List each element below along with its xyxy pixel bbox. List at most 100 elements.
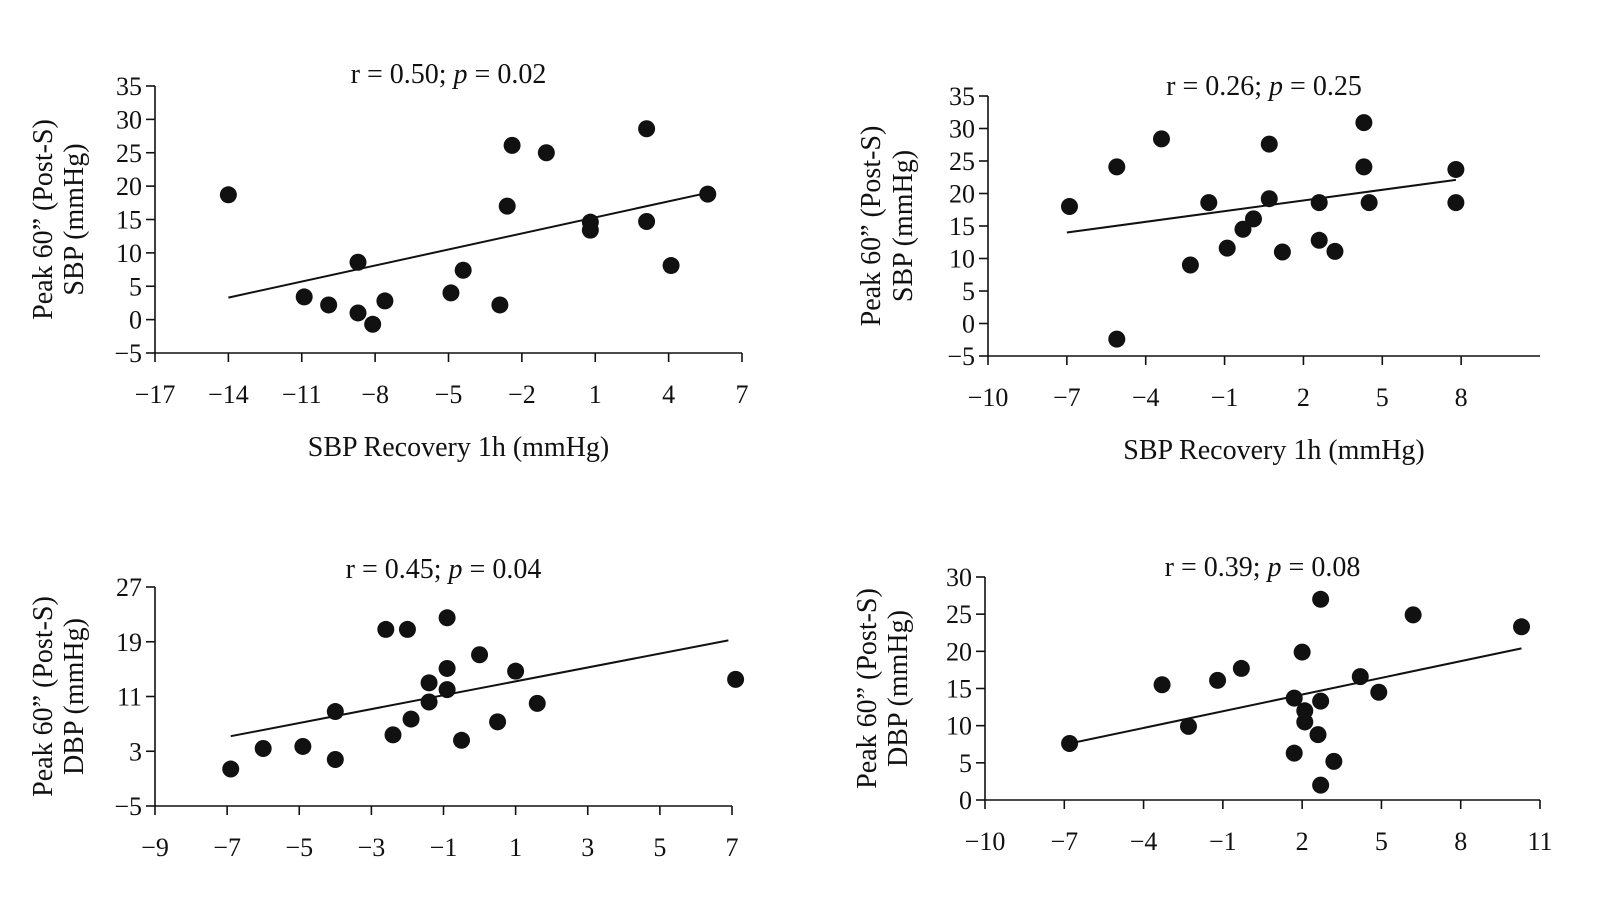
- data-point: [1260, 190, 1278, 208]
- x-tick-label: 2: [1296, 827, 1309, 856]
- data-point: [1152, 130, 1170, 148]
- x-tick-label: −9: [141, 833, 169, 862]
- y-tick-label: 5: [129, 272, 142, 301]
- y-tick-label: 0: [959, 786, 972, 815]
- title-p-label: p: [452, 59, 468, 90]
- title-suffix: = 0.08: [1282, 552, 1361, 583]
- y-axis-label-line2: SBP (mmHg): [59, 143, 90, 295]
- x-tick-label: 7: [736, 380, 749, 409]
- y-tick-label: 30: [949, 115, 975, 144]
- x-tick-label: 5: [1375, 827, 1388, 856]
- title-suffix: = 0.02: [468, 59, 547, 90]
- data-point: [364, 315, 382, 333]
- y-tick-label: 25: [946, 600, 972, 629]
- x-axis-label: SBP Recovery 1h (mmHg): [308, 432, 610, 463]
- y-tick-label: 10: [946, 712, 972, 741]
- data-point: [295, 288, 313, 306]
- y-tick-label: 25: [116, 139, 142, 168]
- data-point: [438, 609, 456, 627]
- y-tick-label: 10: [949, 245, 975, 274]
- data-point: [1218, 239, 1236, 257]
- chart-sbp-left: r = 0.50; p = 0.02 35 30 25 20 15 10 5 0 −5 −17 −14…: [28, 59, 749, 463]
- x-tick-label: −1: [1211, 383, 1239, 412]
- title-p-label: p: [1267, 71, 1283, 102]
- data-point: [420, 674, 438, 692]
- data-point: [727, 670, 745, 688]
- x-tick-label: −5: [285, 833, 313, 862]
- title-prefix: r = 0.39;: [1165, 552, 1268, 583]
- data-point: [254, 740, 272, 758]
- chart-title: r = 0.50; p = 0.02: [351, 59, 547, 90]
- data-point: [1312, 776, 1330, 794]
- data-point: [1355, 114, 1373, 132]
- data-point: [320, 296, 338, 314]
- data-point: [1244, 210, 1262, 228]
- data-point: [326, 703, 344, 721]
- data-point: [1513, 618, 1530, 636]
- title-prefix: r = 0.26;: [1166, 71, 1269, 102]
- chart-title: r = 0.45; p = 0.04: [346, 554, 542, 585]
- data-point: [1312, 590, 1330, 608]
- x-tick-label: −1: [430, 833, 458, 862]
- y-tick-label: 30: [116, 105, 142, 134]
- y-tick-label: −5: [947, 342, 975, 371]
- data-point: [1060, 198, 1078, 215]
- data-point: [1285, 689, 1303, 707]
- data-point: [1310, 194, 1328, 212]
- title-prefix: r = 0.50;: [351, 59, 454, 90]
- x-tick-label: −3: [358, 833, 386, 862]
- data-point: [1181, 256, 1199, 274]
- data-point: [1351, 668, 1369, 686]
- x-tick-label: −2: [508, 380, 536, 409]
- title-suffix: = 0.04: [463, 554, 542, 585]
- y-tick-label: 0: [962, 310, 975, 339]
- x-tick-label: −17: [135, 380, 176, 409]
- data-point: [1355, 158, 1373, 176]
- y-tick-label: 10: [116, 239, 142, 268]
- chart-title: r = 0.26; p = 0.25: [1166, 71, 1362, 102]
- y-tick-label: 20: [946, 637, 972, 666]
- x-tick-label: 11: [1527, 827, 1552, 856]
- x-tick-label: 3: [581, 833, 594, 862]
- data-point: [326, 750, 344, 768]
- x-tick-label: −10: [968, 383, 1009, 412]
- data-point: [420, 693, 438, 711]
- title-suffix: = 0.25: [1283, 71, 1362, 102]
- data-point: [1326, 242, 1344, 260]
- data-point: [638, 120, 656, 138]
- x-tick-label: 5: [1376, 383, 1389, 412]
- x-tick-label: 1: [589, 380, 602, 409]
- data-point: [1153, 676, 1171, 694]
- y-tick-label: 35: [116, 72, 142, 101]
- data-point: [1447, 194, 1465, 212]
- data-point: [453, 731, 471, 749]
- y-axis-label-line2: DBP (mmHg): [59, 618, 90, 775]
- y-tick-label: 5: [959, 749, 972, 778]
- y-tick-label: 30: [946, 563, 972, 592]
- data-point: [1310, 231, 1328, 249]
- x-tick-label: −7: [1053, 383, 1081, 412]
- y-tick-label: 27: [116, 573, 142, 602]
- y-tick-label: 15: [116, 206, 142, 235]
- data-point: [1370, 683, 1388, 701]
- chart-title: r = 0.39; p = 0.08: [1165, 552, 1361, 583]
- data-point: [503, 136, 521, 154]
- data-point: [438, 681, 456, 699]
- data-point: [662, 257, 680, 275]
- data-point: [1309, 726, 1327, 744]
- data-point: [528, 694, 546, 712]
- data-point: [1260, 135, 1278, 153]
- data-point: [438, 659, 456, 677]
- y-tick-label: 35: [949, 82, 975, 111]
- x-tick-label: −14: [208, 380, 249, 409]
- data-point: [581, 221, 599, 239]
- data-point: [1312, 692, 1330, 710]
- data-point: [384, 726, 402, 744]
- data-point: [699, 185, 717, 203]
- y-axis-label-line1: Peak 60” (Post-S): [852, 588, 883, 789]
- data-point: [442, 284, 460, 302]
- y-tick-label: 15: [949, 212, 975, 241]
- x-tick-label: −11: [282, 380, 322, 409]
